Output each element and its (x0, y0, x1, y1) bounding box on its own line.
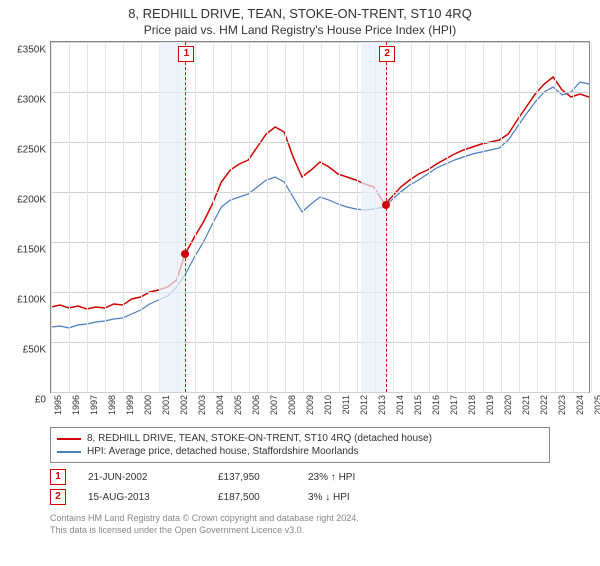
chart-plot-area: 12 (50, 41, 590, 393)
chart-subtitle: Price paid vs. HM Land Registry's House … (0, 23, 600, 37)
legend-box: 8, REDHILL DRIVE, TEAN, STOKE-ON-TRENT, … (50, 427, 550, 463)
event-row: 121-JUN-2002£137,95023% ↑ HPI (50, 467, 550, 487)
legend-item: HPI: Average price, detached house, Staf… (57, 445, 543, 458)
legend-item: 8, REDHILL DRIVE, TEAN, STOKE-ON-TRENT, … (57, 432, 543, 445)
event-marker: 1 (178, 46, 194, 62)
event-marker: 2 (379, 46, 395, 62)
y-axis-labels: £0£50K£100K£150K£200K£250K£300K£350K (0, 50, 48, 400)
chart-title: 8, REDHILL DRIVE, TEAN, STOKE-ON-TRENT, … (0, 6, 600, 21)
event-table: 121-JUN-2002£137,95023% ↑ HPI215-AUG-201… (50, 467, 550, 507)
x-axis-labels: 1995199619971998199920002001200220032004… (50, 393, 590, 421)
event-row: 215-AUG-2013£187,5003% ↓ HPI (50, 487, 550, 507)
chart-lines (51, 42, 589, 392)
footer-line2: This data is licensed under the Open Gov… (50, 525, 550, 537)
footer-text: Contains HM Land Registry data © Crown c… (50, 513, 550, 536)
footer-line1: Contains HM Land Registry data © Crown c… (50, 513, 550, 525)
